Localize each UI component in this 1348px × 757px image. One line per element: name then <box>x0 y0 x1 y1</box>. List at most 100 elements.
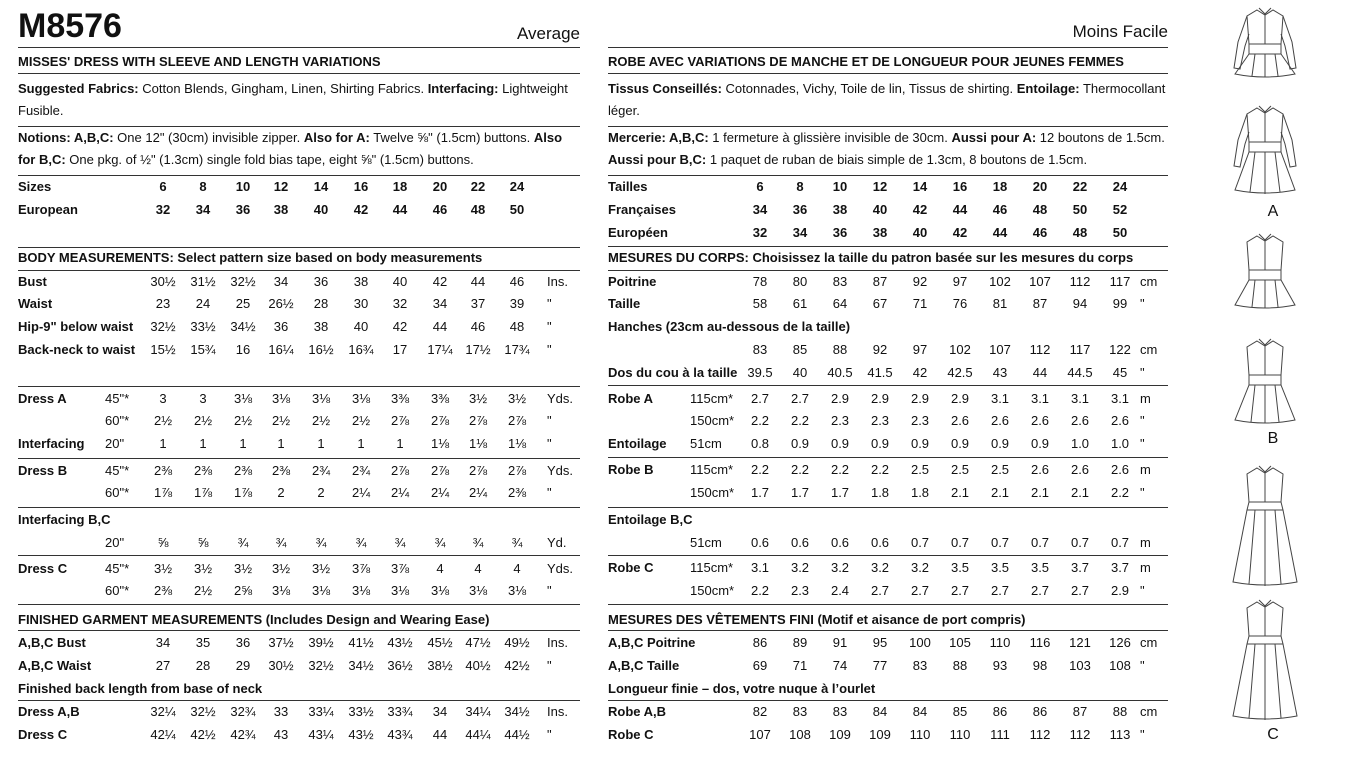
cell: 2.6 <box>990 413 1010 428</box>
cell: 84 <box>912 704 928 719</box>
cell: 33½ <box>348 704 374 719</box>
rule <box>18 507 580 508</box>
unit: " <box>1140 296 1145 311</box>
cell: 2⅜ <box>271 463 291 478</box>
cell: 4 <box>436 561 444 576</box>
cell: 40 <box>392 274 408 289</box>
unit: " <box>1140 436 1145 451</box>
cell: 3⅛ <box>507 583 527 598</box>
cell: 97 <box>912 342 928 357</box>
rule <box>18 126 580 127</box>
cell: 47½ <box>465 635 491 650</box>
cell: 111 <box>990 727 1010 742</box>
cell: 2⅜ <box>153 463 173 478</box>
unit: " <box>547 342 552 357</box>
rule <box>608 555 1168 556</box>
cell: 44¼ <box>465 727 491 742</box>
cell: 93 <box>992 658 1008 673</box>
cell: 112 <box>1029 342 1051 357</box>
cell: ¾ <box>237 535 249 550</box>
cell: 2⅞ <box>507 463 527 478</box>
cell: 42.5 <box>947 365 973 380</box>
cell: 0.9 <box>790 436 810 451</box>
row-label: Françaises <box>608 202 676 217</box>
cell: 3⅛ <box>311 583 331 598</box>
cell: 1 <box>277 436 285 451</box>
cell: 110 <box>909 727 931 742</box>
cell: 48 <box>1032 202 1048 217</box>
unit: " <box>547 296 552 311</box>
row-label: Entoilage B,C <box>608 512 693 527</box>
cell: 42 <box>952 225 968 240</box>
rule <box>18 247 580 248</box>
cell: 34 <box>195 202 211 217</box>
unit: " <box>547 436 552 451</box>
cell: 126 <box>1109 635 1131 650</box>
views <box>1232 7 1298 720</box>
cell: 92 <box>912 274 928 289</box>
cell: 34 <box>752 202 768 217</box>
unit: Yds. <box>547 561 574 576</box>
cell: 2⅞ <box>390 413 410 428</box>
cell: 17¾ <box>504 342 530 357</box>
cell: 34 <box>792 225 808 240</box>
row-sub: 115cm* <box>690 462 734 477</box>
cell: 2.7 <box>750 391 770 406</box>
cell: 12 <box>872 179 888 194</box>
cell: 38 <box>313 319 329 334</box>
cell: 40 <box>353 319 369 334</box>
cell: 2.7 <box>1030 583 1050 598</box>
heading: Longueur finie – dos, votre nuque à l’ou… <box>608 681 876 696</box>
row-label: Bust <box>18 274 47 289</box>
text-run: Also for B,C: <box>18 130 563 167</box>
rule <box>608 270 1168 271</box>
cell: 3½ <box>271 561 291 576</box>
cell: 2⅞ <box>390 463 410 478</box>
cell: 45½ <box>427 635 453 650</box>
cell: 0.9 <box>870 436 890 451</box>
rule <box>18 458 580 459</box>
cell: 24 <box>1112 179 1128 194</box>
cell: 2⅞ <box>468 463 488 478</box>
cell: 24 <box>195 296 211 311</box>
text-run: Aussi pour B,C: <box>608 152 707 167</box>
cell: 83 <box>792 704 808 719</box>
cell: 42 <box>353 202 369 217</box>
row-label: Dress C <box>18 561 68 576</box>
cell: 41½ <box>348 635 374 650</box>
cell: 44 <box>392 202 408 217</box>
cell: 112 <box>1069 727 1091 742</box>
cell: 2½ <box>193 583 213 598</box>
cell: 2½ <box>271 413 291 428</box>
cell: 50 <box>1072 202 1088 217</box>
cell: 39½ <box>308 635 334 650</box>
rule <box>18 73 580 74</box>
cell: 36 <box>235 635 251 650</box>
unit: Ins. <box>547 635 568 650</box>
cell: 46 <box>992 202 1008 217</box>
cell: 44½ <box>504 727 530 742</box>
cell: 88 <box>832 342 848 357</box>
cell: 1.7 <box>750 485 770 500</box>
cell: 0.6 <box>870 535 890 550</box>
cell: ¾ <box>315 535 327 550</box>
cell: 71 <box>792 658 808 673</box>
row-sub: 20" <box>105 535 125 550</box>
cell: 44 <box>470 274 486 289</box>
fabrics: Tissus Conseillés: Cotonnades, Vichy, To… <box>608 78 1168 122</box>
text-run: Twelve ⅝" (1.5cm) buttons. <box>369 130 534 145</box>
cell: 3⅛ <box>271 583 291 598</box>
unit: " <box>547 485 552 500</box>
cell: 2⅜ <box>153 583 173 598</box>
unit: cm <box>1140 704 1158 719</box>
cell: 36 <box>235 202 251 217</box>
cell: 2¼ <box>430 485 450 500</box>
cell: 38 <box>353 274 369 289</box>
row-label: Hip-9" below waist <box>18 319 134 334</box>
rule <box>18 47 580 48</box>
cell: 1 <box>239 436 247 451</box>
cell: 78 <box>752 274 768 289</box>
cell: 37½ <box>268 635 294 650</box>
row-label: Sizes <box>18 179 52 194</box>
row-label: Robe C <box>608 560 654 575</box>
